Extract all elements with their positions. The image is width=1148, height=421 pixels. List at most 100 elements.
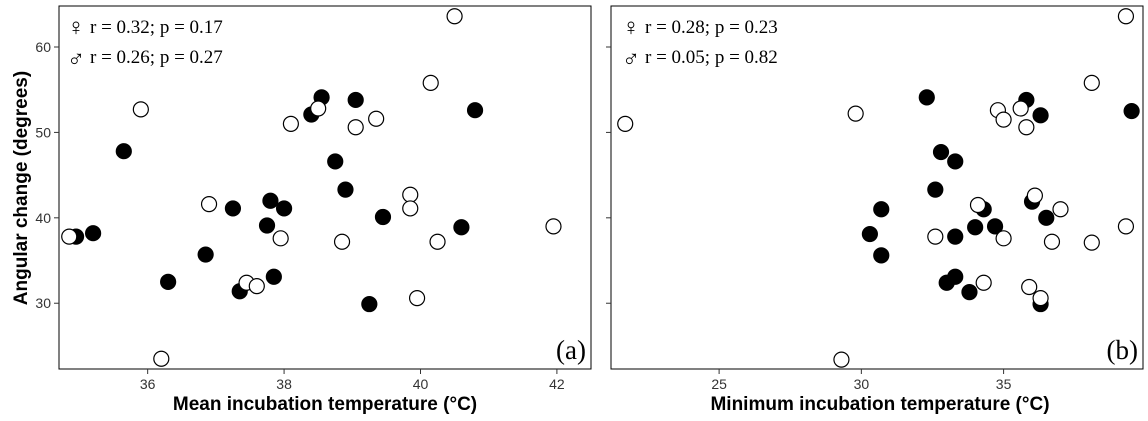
male-stat-text: r = 0.26; p = 0.27 (90, 47, 223, 68)
filled-data-point (275, 200, 293, 217)
x-tick-label: 42 (549, 376, 565, 392)
open-data-point (969, 196, 987, 214)
filled-data-point (1123, 102, 1140, 120)
open-data-point (422, 74, 439, 91)
x-axis-title-a: Mean incubation temperature (°C) (173, 394, 477, 415)
filled-data-point (224, 200, 242, 217)
open-data-point (282, 115, 299, 132)
open-data-point (1043, 233, 1061, 250)
female-symbol-icon: ♀ (622, 15, 640, 41)
open-data-point (333, 233, 351, 250)
filled-data-point (265, 268, 282, 285)
stats-legend-b: ♀ r = 0.28; p = 0.23 ♂ r = 0.05; p = 0.8… (622, 15, 778, 73)
open-data-point (200, 196, 218, 213)
y-ticks-b (606, 46, 611, 304)
plot-frame-a (58, 5, 592, 370)
open-data-point (132, 101, 149, 118)
open-data-point (446, 8, 463, 25)
open-data-point (272, 230, 289, 247)
filled-data-point (947, 228, 964, 245)
x-tick-label: 36 (140, 376, 156, 392)
filled-data-point (85, 225, 102, 242)
open-data-point (1018, 119, 1035, 136)
open-data-point (368, 110, 385, 127)
filled-data-point (160, 273, 177, 290)
open-data-point (617, 115, 634, 132)
open-data-point (975, 274, 992, 291)
open-data-point (1026, 187, 1043, 204)
filled-data-point (918, 89, 935, 106)
female-stat-text: r = 0.32; p = 0.17 (90, 17, 223, 38)
filled-data-point (947, 153, 964, 170)
x-axis-title-b: Minimum incubation temperature (°C) (710, 394, 1049, 415)
panel-label-a: (a) (556, 335, 586, 365)
filled-data-point (453, 219, 470, 236)
y-tick-label: 40 (35, 210, 51, 226)
open-data-point (545, 218, 562, 235)
female-stat-text: r = 0.28; p = 0.23 (645, 17, 778, 38)
stats-legend-a: ♀ r = 0.32; p = 0.17 ♂ r = 0.26; p = 0.2… (67, 15, 223, 73)
open-data-point (1021, 278, 1038, 296)
filled-data-point (466, 102, 484, 119)
y-tick-label: 60 (35, 39, 51, 55)
open-data-point (61, 228, 78, 245)
data-points-b (617, 8, 1140, 368)
x-tick-label: 25 (711, 376, 727, 392)
male-symbol-icon: ♂ (622, 47, 640, 73)
filled-data-point (374, 208, 392, 226)
filled-data-point (873, 201, 890, 218)
data-points-a (61, 8, 562, 367)
y-ticks-a: 30 40 50 60 (35, 39, 59, 311)
x-tick-label: 35 (996, 376, 1012, 392)
male-stat-text: r = 0.05; p = 0.82 (645, 47, 778, 68)
filled-data-point (861, 225, 878, 243)
y-tick-label: 50 (35, 124, 51, 140)
open-data-point (248, 278, 265, 295)
filled-data-point (1032, 107, 1049, 124)
x-tick-label: 30 (854, 376, 870, 392)
male-symbol-icon: ♂ (67, 47, 85, 73)
filled-data-point (1038, 209, 1055, 226)
open-data-point (1083, 74, 1100, 91)
filled-data-point (361, 295, 378, 313)
filled-data-point (873, 247, 890, 264)
open-data-point (402, 186, 419, 203)
open-data-point (1052, 201, 1069, 218)
filled-data-point (258, 217, 276, 234)
x-tick-label: 40 (413, 376, 429, 392)
filled-data-point (961, 284, 978, 301)
y-axis-title: Angular change (degrees) (11, 71, 32, 305)
filled-data-point (986, 218, 1004, 235)
open-data-point (402, 200, 419, 217)
open-data-point (1117, 218, 1135, 235)
x-tick-label: 38 (276, 376, 292, 392)
open-data-point (1117, 8, 1135, 25)
filled-data-point (347, 91, 364, 109)
open-data-point (347, 119, 364, 136)
filled-data-point (927, 181, 944, 198)
panel-a: 36 38 40 42 30 40 50 60 ♀ r = 0.32; p = 0.17 ♂… (35, 5, 592, 415)
y-tick-label: 30 (35, 295, 51, 311)
open-data-point (927, 228, 944, 245)
plot-frame-b (610, 5, 1144, 370)
panel-b: 25 30 35 ♀ r = 0.28; p = 0.23 ♂ r = 0.05; … (606, 5, 1144, 415)
open-data-point (995, 230, 1012, 247)
open-data-point (1032, 290, 1049, 307)
filled-data-point (327, 153, 344, 170)
filled-data-point (197, 246, 214, 263)
open-data-point (833, 351, 850, 368)
filled-data-point (932, 143, 950, 161)
x-ticks-a: 36 38 40 42 (140, 369, 565, 392)
filled-data-point (262, 192, 279, 209)
panel-label-b: (b) (1107, 335, 1138, 365)
filled-data-point (967, 219, 984, 236)
open-data-point (847, 105, 864, 122)
filled-data-point (337, 181, 354, 198)
open-data-point (1083, 234, 1100, 251)
open-data-point (153, 350, 170, 367)
x-ticks-b: 25 30 35 (711, 369, 1012, 392)
filled-data-point (947, 268, 964, 285)
open-data-point (995, 111, 1012, 128)
open-data-point (408, 290, 426, 307)
